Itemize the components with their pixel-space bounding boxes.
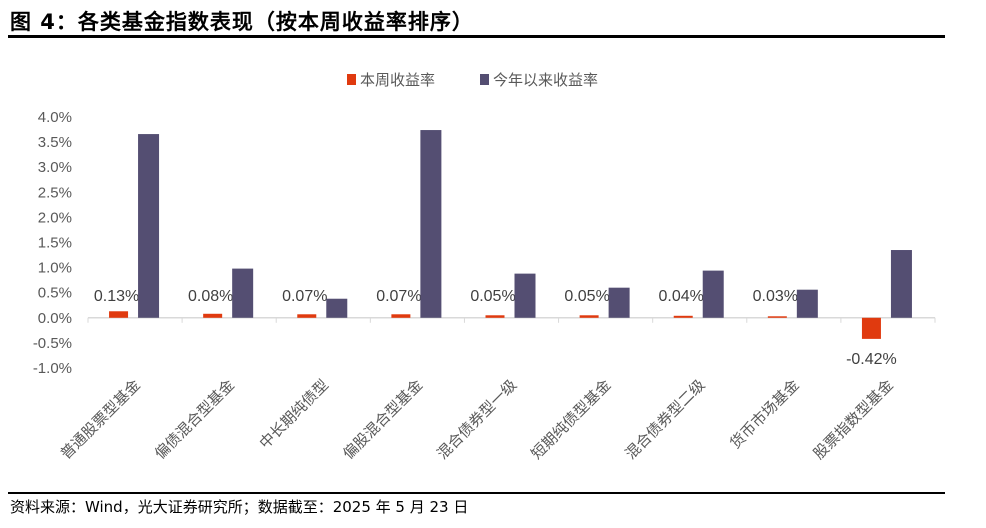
ytd-return-bar [138, 134, 160, 318]
ytd-return-bar [514, 273, 536, 318]
x-category-label: 普通股票型基金 [57, 376, 144, 463]
weekly-return-bar [485, 315, 505, 318]
x-category-label: 偏股混合型基金 [339, 376, 426, 463]
x-category-label: 混合债券型一级 [433, 376, 520, 463]
y-tick-label: 1.5% [38, 235, 72, 252]
data-label: 0.07% [376, 288, 421, 305]
y-tick-label: -0.5% [33, 335, 72, 352]
legend-swatch [480, 74, 489, 85]
data-label: 0.13% [94, 288, 139, 305]
ytd-return-bar [420, 130, 442, 318]
y-tick-label: 4.0% [38, 109, 72, 126]
data-label: 0.03% [753, 288, 798, 305]
source-divider [8, 492, 945, 494]
legend-label: 本周收益率 [360, 71, 435, 89]
title-divider [8, 35, 945, 38]
source-note: 资料来源：Wind，光大证券研究所；数据截至：2025 年 5 月 23 日 [10, 498, 469, 516]
y-tick-label: 3.5% [38, 134, 72, 151]
x-category-label: 股票指数型基金 [810, 376, 897, 463]
x-category-label: 货币市场基金 [726, 376, 802, 452]
weekly-return-bar [109, 311, 129, 318]
figure-title: 图 4：各类基金指数表现（按本周收益率排序） [10, 10, 474, 34]
ytd-return-bar [702, 270, 724, 318]
x-category-label: 中长期纯债型 [256, 376, 332, 452]
y-tick-label: 2.0% [38, 209, 72, 226]
ytd-return-bar [326, 298, 348, 318]
weekly-return-bar [579, 315, 599, 318]
weekly-return-bar [673, 315, 693, 318]
legend-swatch [347, 74, 356, 85]
x-category-label: 混合债券型二级 [622, 376, 709, 463]
ytd-return-bar [608, 287, 630, 318]
weekly-return-bar [767, 316, 787, 318]
legend-label: 今年以来收益率 [493, 71, 598, 89]
x-category-label: 偏债混合型基金 [151, 376, 238, 463]
x-category-label: 短期纯债型基金 [527, 376, 614, 463]
ytd-return-bar [890, 250, 912, 318]
weekly-return-bar [203, 313, 223, 318]
y-tick-label: 1.0% [38, 260, 72, 277]
weekly-return-bar [391, 314, 411, 318]
y-tick-label: 2.5% [38, 184, 72, 201]
ytd-return-bar [796, 289, 818, 318]
y-tick-label: 0.0% [38, 310, 72, 327]
ytd-return-bar [232, 268, 254, 318]
data-label: -0.42% [846, 351, 897, 368]
weekly-return-bar [861, 317, 881, 339]
data-label: 0.04% [659, 288, 704, 305]
data-label: 0.05% [564, 288, 609, 305]
data-label: 0.07% [282, 288, 327, 305]
data-label: 0.08% [188, 288, 233, 305]
weekly-return-bar [297, 314, 317, 318]
y-tick-label: -1.0% [33, 360, 72, 377]
y-tick-label: 3.0% [38, 159, 72, 176]
data-label: 0.05% [470, 288, 515, 305]
y-tick-label: 0.5% [38, 285, 72, 302]
